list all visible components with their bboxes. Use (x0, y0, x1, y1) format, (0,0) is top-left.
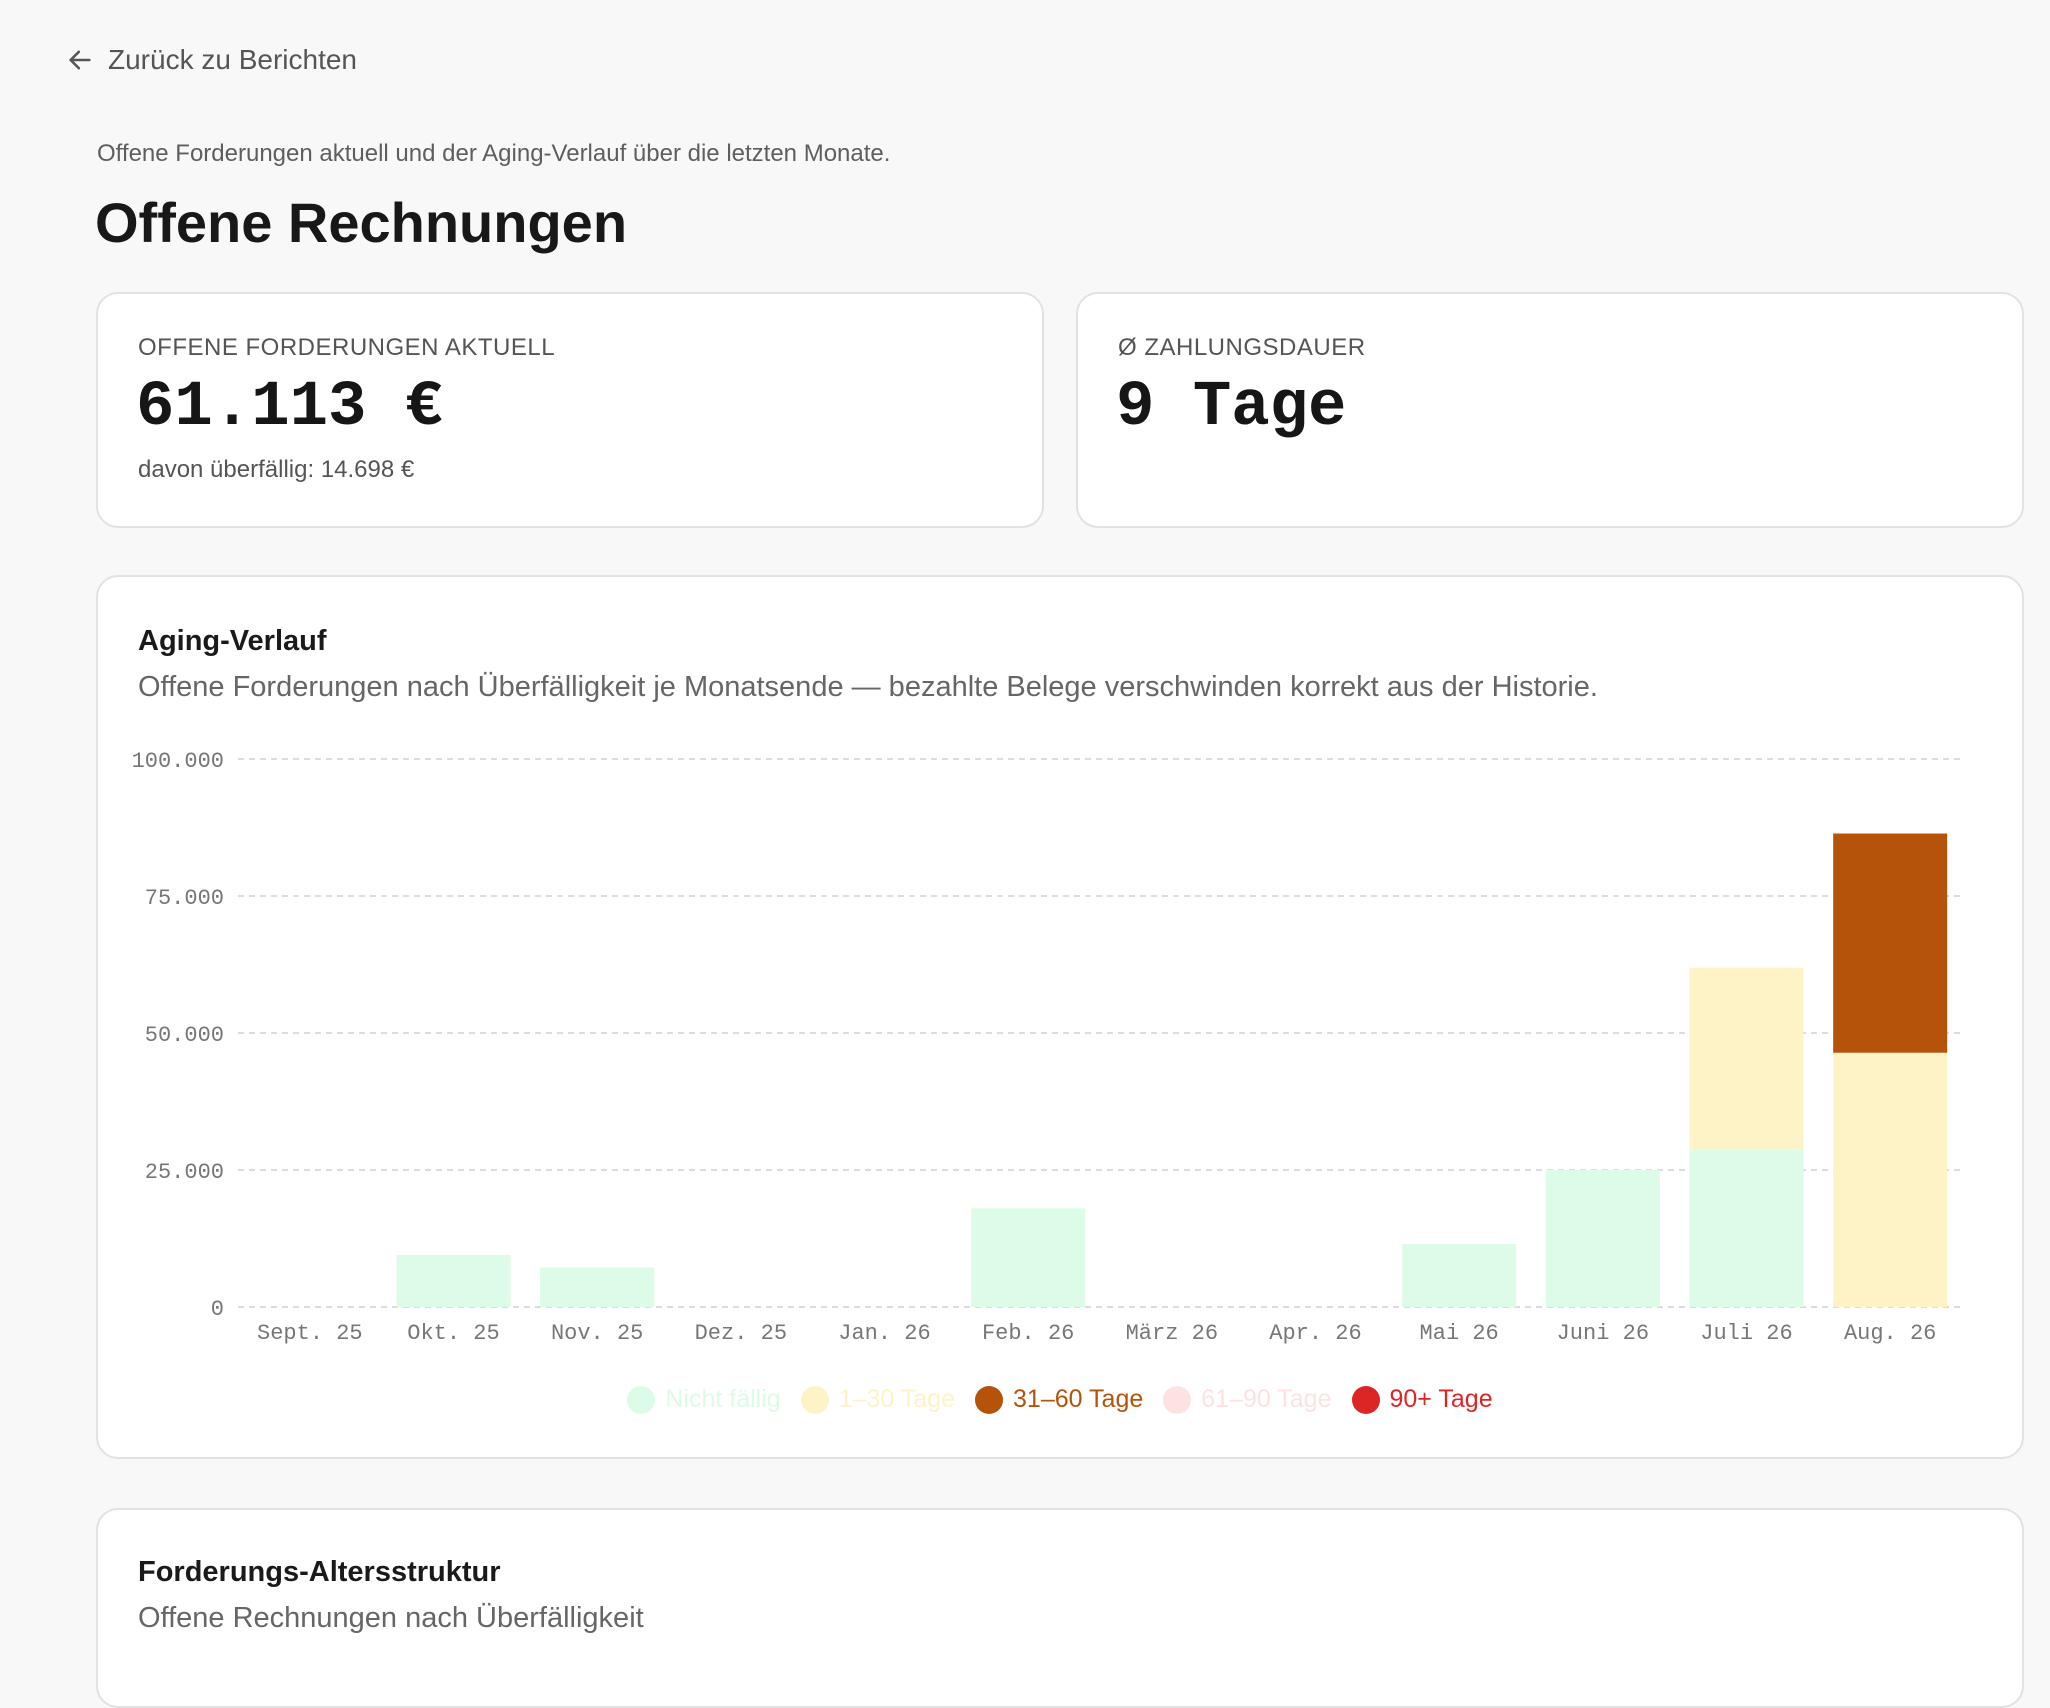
kpi-card-payment-duration: Ø ZAHLUNGSDAUER 9 Tage (1076, 292, 2024, 528)
aging-structure-card: Forderungs-Altersstruktur Offene Rechnun… (96, 1508, 2024, 1708)
chart-legend: Nicht fällig 1–30 Tage 31–60 Tage 61–90 Tag… (98, 1385, 2022, 1414)
y-tick-label: 100.000 (132, 749, 224, 774)
y-tick-label: 25.000 (145, 1160, 224, 1185)
kpi-overdue-note: davon überfällig: 14.698 € (138, 456, 415, 483)
x-tick-label: März 26 (1126, 1321, 1218, 1346)
x-tick-label: Juni 26 (1557, 1321, 1649, 1346)
x-tick-label: Apr. 26 (1269, 1321, 1361, 1346)
x-tick-label: Sept. 25 (257, 1321, 363, 1346)
legend-item[interactable]: 61–90 Tage (1163, 1385, 1332, 1414)
legend-label: 61–90 Tage (1201, 1385, 1332, 1413)
x-tick-label: Aug. 26 (1844, 1321, 1936, 1346)
page-title: Offene Rechnungen (95, 191, 628, 254)
legend-label: Nicht fällig (665, 1385, 781, 1413)
bar-segment[interactable] (1833, 833, 1948, 1053)
legend-item[interactable]: Nicht fällig (627, 1385, 781, 1414)
x-tick-label: Feb. 26 (982, 1321, 1074, 1346)
kpi-value: 9 Tage (1116, 372, 1347, 444)
kpi-card-open-receivables: OFFENE FORDERUNGEN AKTUELL 61.113 € davo… (96, 292, 1044, 528)
x-tick-label: Mai 26 (1420, 1321, 1499, 1346)
legend-dot-icon (627, 1385, 656, 1414)
x-tick-label: Dez. 25 (695, 1321, 787, 1346)
kpi-value: 61.113 € (136, 372, 444, 444)
bar-segment[interactable] (540, 1267, 655, 1307)
kpi-label: Ø ZAHLUNGSDAUER (1118, 334, 1366, 361)
bar-segment[interactable] (1402, 1243, 1517, 1307)
page-subtitle: Offene Forderungen aktuell und der Aging… (97, 140, 891, 167)
back-link-label: Zurück zu Berichten (108, 44, 357, 75)
y-tick-label: 50.000 (145, 1023, 224, 1048)
bar-segment[interactable] (1689, 967, 1804, 1150)
chart-title: Forderungs-Altersstruktur (138, 1556, 501, 1588)
aging-bar-chart: 0 25.000 50.000 75.000 100.000 Sept. 25 Okt. 2… (132, 749, 1962, 1346)
legend-item[interactable]: 1–30 Tage (800, 1385, 956, 1414)
bar-segment[interactable] (1689, 1149, 1804, 1307)
bar-segment[interactable] (971, 1208, 1086, 1307)
legend-dot-icon (1163, 1385, 1192, 1414)
x-tick-label: Juli 26 (1700, 1321, 1792, 1346)
legend-item[interactable]: 90+ Tage (1351, 1385, 1493, 1414)
arrow-left-icon (69, 50, 91, 70)
legend-dot-icon (800, 1385, 829, 1414)
legend-dot-icon (1351, 1385, 1380, 1414)
legend-label: 1–30 Tage (838, 1385, 956, 1413)
aging-chart-card: Aging-Verlauf Offene Forderungen nach Üb… (96, 575, 2024, 1459)
kpi-label: OFFENE FORDERUNGEN AKTUELL (138, 334, 556, 361)
legend-item[interactable]: 31–60 Tage (975, 1385, 1143, 1414)
x-tick-label: Jan. 26 (838, 1321, 930, 1346)
x-tick-label: Nov. 25 (551, 1321, 643, 1346)
bar-segment[interactable] (1833, 1052, 1948, 1307)
y-tick-label: 75.000 (145, 886, 224, 911)
legend-dot-icon (975, 1385, 1004, 1414)
bar-segment[interactable] (1545, 1170, 1660, 1307)
chart-description: Offene Forderungen nach Überfälligkeit j… (138, 671, 1598, 703)
legend-label: 90+ Tage (1389, 1385, 1493, 1413)
chart-title: Aging-Verlauf (138, 625, 327, 657)
y-tick-label: 0 (211, 1297, 224, 1322)
x-tick-label: Okt. 25 (407, 1321, 499, 1346)
back-to-reports-link[interactable]: Zurück zu Berichten (66, 44, 357, 76)
chart-description: Offene Rechnungen nach Überfälligkeit (138, 1602, 644, 1634)
legend-label: 31–60 Tage (1013, 1385, 1144, 1413)
bar-segment[interactable] (396, 1254, 511, 1307)
